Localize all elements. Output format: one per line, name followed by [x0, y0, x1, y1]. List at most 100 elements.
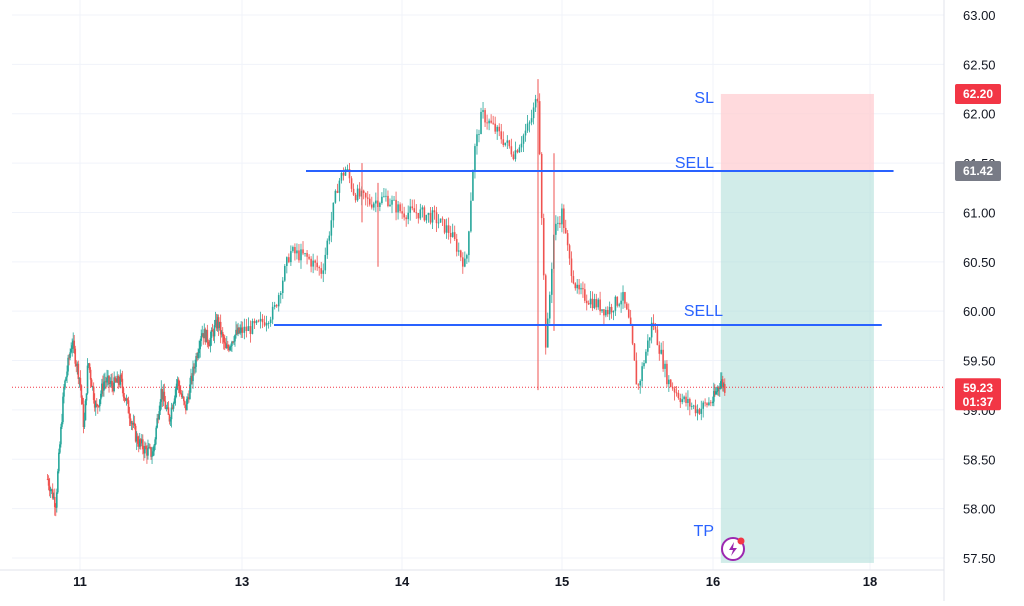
candle[interactable]	[296, 243, 298, 260]
candle[interactable]	[165, 404, 168, 412]
candle[interactable]	[453, 225, 456, 241]
candle[interactable]	[132, 414, 135, 429]
candle[interactable]	[514, 141, 517, 162]
candle[interactable]	[104, 372, 106, 390]
candle[interactable]	[207, 339, 210, 349]
candle[interactable]	[496, 125, 498, 140]
candle[interactable]	[409, 198, 412, 221]
candle[interactable]	[476, 129, 478, 155]
candle[interactable]	[704, 398, 706, 407]
candle[interactable]	[51, 483, 54, 500]
candle[interactable]	[564, 219, 567, 234]
candle[interactable]	[189, 377, 191, 400]
candle[interactable]	[370, 196, 373, 210]
candle[interactable]	[719, 382, 721, 397]
candle[interactable]	[320, 261, 323, 279]
candle[interactable]	[284, 264, 286, 282]
candle[interactable]	[591, 291, 594, 311]
candle[interactable]	[203, 323, 206, 339]
candle[interactable]	[308, 254, 310, 261]
candle[interactable]	[181, 390, 184, 399]
candle[interactable]	[261, 314, 264, 329]
candle[interactable]	[506, 135, 509, 150]
candle[interactable]	[99, 399, 101, 412]
candle[interactable]	[237, 322, 239, 337]
candle[interactable]	[585, 294, 588, 311]
candle[interactable]	[106, 369, 108, 388]
candle[interactable]	[82, 397, 85, 434]
candle[interactable]	[176, 376, 179, 391]
candle[interactable]	[715, 387, 717, 396]
candle[interactable]	[608, 301, 611, 321]
candle[interactable]	[136, 433, 139, 447]
candle[interactable]	[91, 385, 94, 391]
candle[interactable]	[116, 371, 119, 383]
candle[interactable]	[401, 203, 403, 219]
candle[interactable]	[599, 291, 601, 316]
candle[interactable]	[551, 262, 553, 304]
candle[interactable]	[251, 318, 254, 335]
candle[interactable]	[518, 144, 521, 153]
candle[interactable]	[488, 118, 490, 131]
candle[interactable]	[526, 114, 529, 133]
candle[interactable]	[72, 332, 75, 353]
candle[interactable]	[53, 488, 56, 516]
candle[interactable]	[66, 365, 68, 383]
candle[interactable]	[227, 340, 229, 351]
candle[interactable]	[500, 123, 503, 144]
candle[interactable]	[546, 312, 549, 348]
candle[interactable]	[147, 439, 149, 460]
candle[interactable]	[209, 331, 212, 353]
candle[interactable]	[194, 359, 196, 374]
candle[interactable]	[658, 341, 661, 361]
candle[interactable]	[158, 405, 161, 421]
candle[interactable]	[216, 314, 219, 332]
candle[interactable]	[700, 400, 703, 421]
candle[interactable]	[306, 250, 308, 265]
alert-icon[interactable]	[721, 537, 745, 561]
candle[interactable]	[144, 441, 146, 459]
candle[interactable]	[395, 191, 397, 221]
candle[interactable]	[405, 215, 407, 227]
candle[interactable]	[364, 192, 367, 206]
candle[interactable]	[300, 243, 302, 269]
candle[interactable]	[134, 423, 137, 443]
candle[interactable]	[664, 360, 666, 378]
candle[interactable]	[110, 374, 112, 388]
candle[interactable]	[666, 360, 668, 387]
candle[interactable]	[87, 362, 90, 369]
candle[interactable]	[185, 404, 187, 415]
candle[interactable]	[137, 435, 140, 453]
candle[interactable]	[373, 201, 375, 211]
candle[interactable]	[86, 358, 89, 395]
candle[interactable]	[113, 371, 115, 393]
candle[interactable]	[721, 375, 724, 392]
candle[interactable]	[451, 223, 454, 238]
candle[interactable]	[205, 329, 208, 343]
candle[interactable]	[486, 114, 488, 130]
candle[interactable]	[178, 380, 181, 397]
candle[interactable]	[112, 382, 114, 396]
candle[interactable]	[368, 194, 371, 207]
candle[interactable]	[318, 265, 320, 276]
candle[interactable]	[673, 386, 676, 401]
candle[interactable]	[708, 397, 710, 407]
candle[interactable]	[166, 402, 169, 410]
candle[interactable]	[133, 415, 136, 430]
candle[interactable]	[336, 183, 339, 194]
candle[interactable]	[645, 349, 647, 364]
candle[interactable]	[516, 148, 519, 154]
candle[interactable]	[138, 432, 141, 450]
candle[interactable]	[561, 203, 563, 233]
candle[interactable]	[74, 345, 77, 367]
candle[interactable]	[245, 318, 248, 338]
candle[interactable]	[492, 115, 494, 125]
candle[interactable]	[494, 116, 496, 135]
candle[interactable]	[292, 245, 294, 253]
candle[interactable]	[64, 379, 66, 390]
candle[interactable]	[69, 348, 71, 361]
candle[interactable]	[52, 492, 55, 500]
candle[interactable]	[92, 382, 95, 404]
candle[interactable]	[334, 189, 337, 204]
candle[interactable]	[316, 255, 318, 271]
